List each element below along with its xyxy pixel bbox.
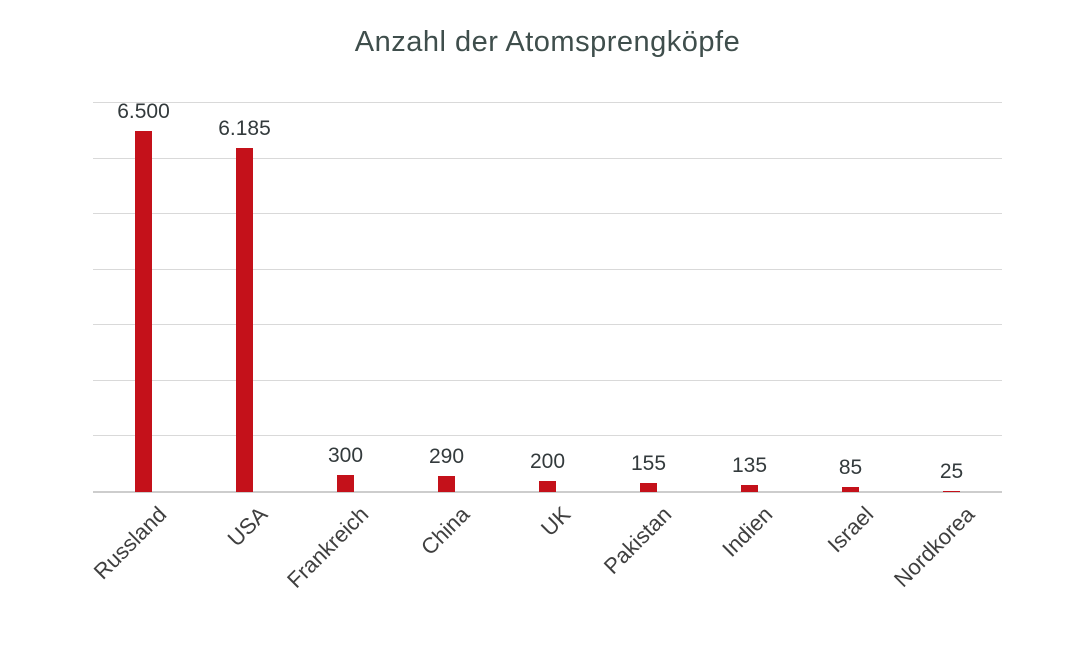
plot-area: 6.500 Russland 6.185 USA 300 Frankreich 290 Chi… [88,101,1002,593]
bar-value-label: 135 [731,453,768,477]
category-label: Russland [88,501,171,585]
category-label: Nordkorea [888,501,979,592]
gridline [93,102,1002,103]
chart-title: Anzahl der Atomsprengköpfe [354,26,741,58]
bar-indien [741,484,758,492]
category-label: USA [222,501,272,552]
bar-pakistan [640,483,657,492]
category-label: Pakistan [598,501,676,579]
gridline [93,324,1002,326]
x-axis-line [93,491,1002,493]
bar-value-label: 6.185 [218,117,271,141]
gridline [93,435,1002,437]
bar-china [438,475,455,492]
category-label: Indien [716,501,777,562]
category-label: China [415,501,474,560]
bar-value-label: 290 [428,444,465,468]
bar-value-label: 200 [529,449,566,473]
category-label: Israel [822,501,878,558]
bar-value-label: 155 [630,452,667,476]
gridline [93,157,1002,159]
gridline [93,213,1002,215]
bar-israel [842,487,859,492]
gridline [93,379,1002,381]
bar-russland [135,130,152,492]
bar-value-label: 6.500 [117,99,170,123]
category-label: Frankreich [281,501,373,593]
gridline [93,268,1002,270]
bar-usa [236,148,253,492]
bar-value-label: 85 [838,456,863,480]
bar-value-label: 300 [327,444,364,468]
bar-value-label: 25 [939,459,964,483]
category-label: UK [535,501,575,541]
bar-uk [539,480,556,492]
bar-nordkorea [943,490,960,492]
bar-frankreich [337,475,354,492]
